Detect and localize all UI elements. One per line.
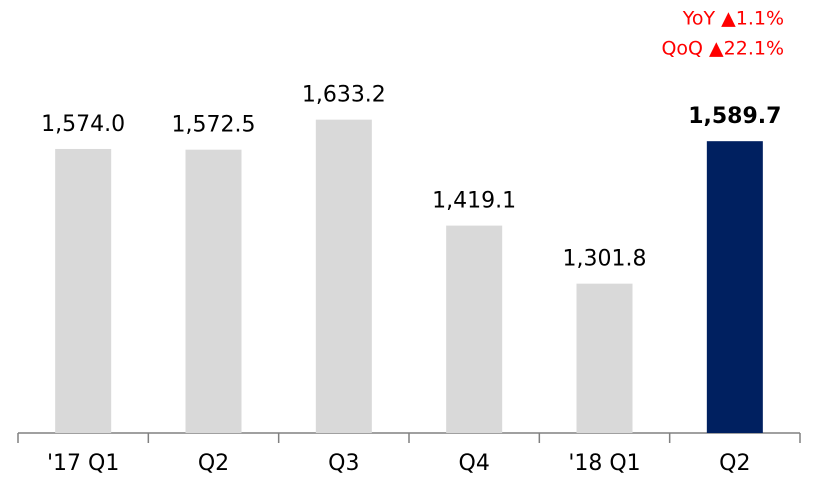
bar bbox=[446, 225, 503, 433]
bar bbox=[706, 141, 763, 433]
annotation: QoQ ▲22.1% bbox=[661, 38, 784, 60]
x-tick-label: Q2 bbox=[719, 451, 750, 476]
value-label: 1,419.1 bbox=[432, 189, 516, 214]
value-label: 1,633.2 bbox=[302, 83, 386, 108]
bar bbox=[185, 149, 242, 434]
x-tick-label: Q2 bbox=[198, 451, 229, 476]
bar bbox=[315, 119, 372, 433]
x-tick-label: Q4 bbox=[459, 451, 490, 476]
x-tick-label: Q3 bbox=[328, 451, 359, 476]
x-tick-label: '18 Q1 bbox=[568, 451, 640, 476]
value-label: 1,572.5 bbox=[172, 113, 256, 138]
x-tick-label: '17 Q1 bbox=[47, 451, 119, 476]
value-label: 1,301.8 bbox=[563, 247, 647, 272]
bar bbox=[55, 148, 112, 433]
value-label: 1,574.0 bbox=[41, 112, 125, 137]
annotation: YoY ▲1.1% bbox=[682, 8, 784, 30]
value-label: 1,589.7 bbox=[688, 104, 781, 129]
bar bbox=[576, 283, 633, 433]
